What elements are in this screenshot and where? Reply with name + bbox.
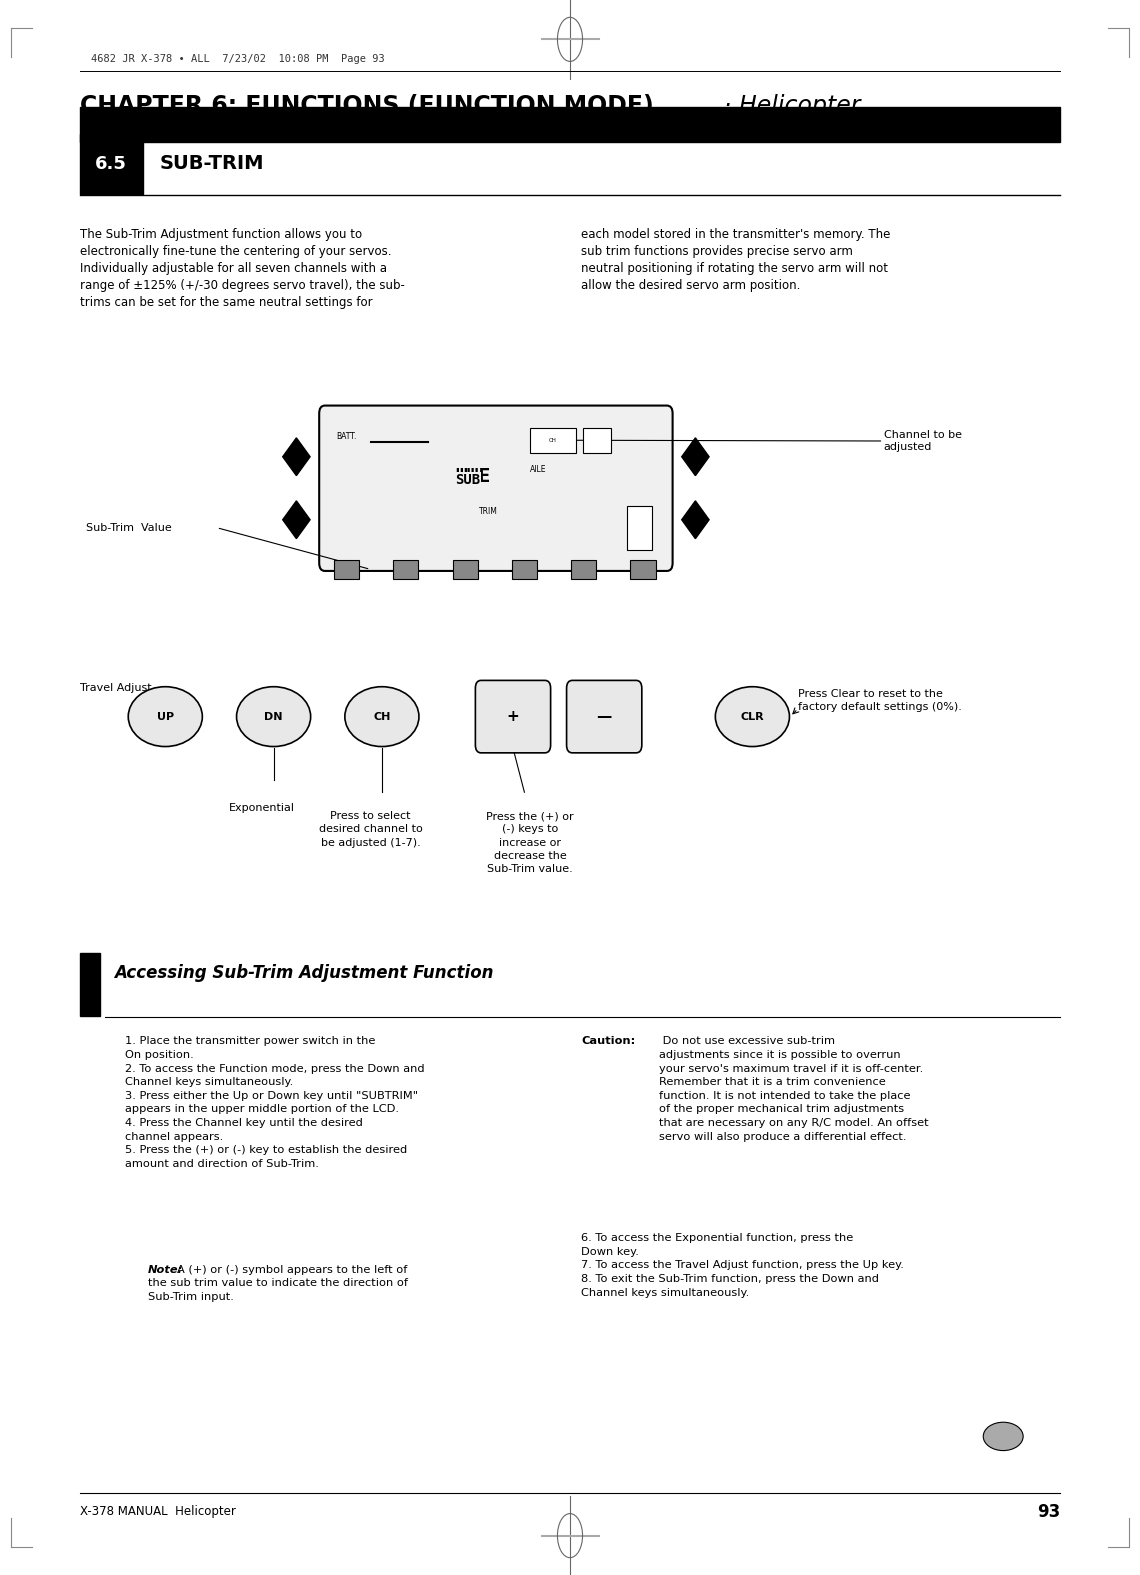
Text: Caution:: Caution:	[581, 1036, 636, 1046]
Text: Press Clear to reset to the
factory default settings (0%).: Press Clear to reset to the factory defa…	[798, 690, 962, 712]
Text: Channel to be
adjusted: Channel to be adjusted	[884, 430, 961, 452]
Text: SUB: SUB	[455, 474, 480, 487]
Text: DN: DN	[264, 712, 283, 721]
Text: CH: CH	[373, 712, 391, 721]
Text: The Sub-Trim Adjustment function allows you to
electronically fine-tune the cent: The Sub-Trim Adjustment function allows …	[80, 228, 405, 309]
Bar	[583, 428, 611, 454]
FancyBboxPatch shape	[319, 405, 673, 572]
Text: CHAPTER 6: FUNCTIONS (FUNCTION MODE): CHAPTER 6: FUNCTIONS (FUNCTION MODE)	[80, 94, 653, 118]
FancyBboxPatch shape	[475, 680, 551, 753]
Text: · Helicopter: · Helicopter	[724, 94, 861, 118]
Ellipse shape	[128, 687, 203, 747]
Text: BATT.: BATT.	[336, 433, 357, 441]
Text: SUB-TRIM: SUB-TRIM	[160, 154, 264, 173]
Polygon shape	[682, 438, 709, 476]
Text: TRIM: TRIM	[479, 507, 498, 517]
Text: Press the (+) or
(-) keys to
increase or
decrease the
Sub-Trim value.: Press the (+) or (-) keys to increase or…	[487, 811, 573, 874]
Polygon shape	[283, 501, 310, 539]
Text: 4682 JR X-378 • ALL  7/23/02  10:08 PM  Page 93: 4682 JR X-378 • ALL 7/23/02 10:08 PM Pag…	[91, 54, 385, 63]
Text: Press to select
desired channel to
be adjusted (1-7).: Press to select desired channel to be ad…	[318, 811, 423, 847]
Text: 6.5: 6.5	[95, 154, 127, 173]
Text: Note:: Note:	[148, 1265, 184, 1274]
FancyBboxPatch shape	[567, 680, 642, 753]
Polygon shape	[682, 501, 709, 539]
Text: —: —	[596, 709, 612, 724]
Text: 1. Place the transmitter power switch in the
On position.
2. To access the Funct: 1. Place the transmitter power switch in…	[125, 1036, 425, 1169]
Ellipse shape	[716, 687, 789, 747]
Bar	[393, 561, 418, 580]
Text: 93: 93	[1037, 1503, 1060, 1521]
Text: CLR: CLR	[741, 712, 764, 721]
Polygon shape	[283, 438, 310, 476]
Text: Do not use excessive sub-trim
adjustments since it is possible to overrun
your s: Do not use excessive sub-trim adjustment…	[659, 1036, 929, 1142]
Bar	[80, 107, 1060, 142]
Bar	[334, 561, 359, 580]
Text: CH: CH	[549, 438, 556, 443]
Text: ЩЩЕ: ЩЩЕ	[456, 466, 490, 485]
Bar	[453, 561, 478, 580]
Bar	[630, 561, 656, 580]
Text: each model stored in the transmitter's memory. The
sub trim functions provides p: each model stored in the transmitter's m…	[581, 228, 890, 293]
Ellipse shape	[983, 1422, 1024, 1451]
Ellipse shape	[236, 687, 310, 747]
Bar	[512, 561, 537, 580]
Bar	[571, 561, 596, 580]
Text: X-378 MANUAL  Helicopter: X-378 MANUAL Helicopter	[80, 1506, 236, 1518]
Text: Travel Adjust: Travel Adjust	[80, 684, 152, 693]
Text: +: +	[506, 709, 520, 724]
Text: Sub-Trim  Value: Sub-Trim Value	[86, 523, 171, 532]
Text: AILE: AILE	[530, 465, 546, 474]
Bar	[80, 953, 100, 1016]
Bar	[627, 507, 652, 551]
Bar	[530, 428, 576, 454]
Text: 6. To access the Exponential function, press the
Down key.
7. To access the Trav: 6. To access the Exponential function, p…	[581, 1233, 904, 1298]
Ellipse shape	[344, 687, 420, 747]
Text: A (+) or (-) symbol appears to the left of
the sub trim value to indicate the di: A (+) or (-) symbol appears to the left …	[148, 1265, 408, 1303]
Bar	[80, 134, 142, 194]
Text: UP: UP	[156, 712, 174, 721]
Text: Accessing Sub-Trim Adjustment Function: Accessing Sub-Trim Adjustment Function	[114, 964, 494, 983]
Text: Exponential: Exponential	[229, 803, 295, 813]
